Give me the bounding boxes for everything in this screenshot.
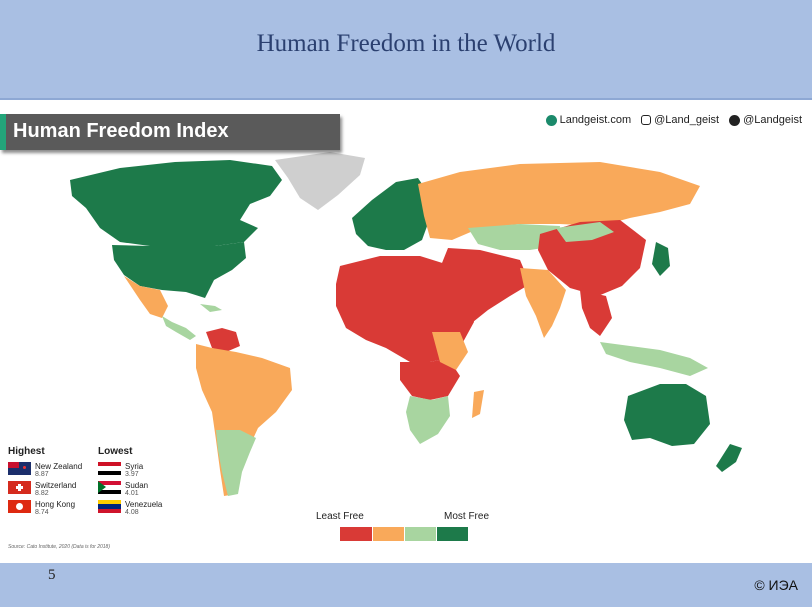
country-name: New Zealand — [35, 462, 83, 471]
south-america-south-region — [216, 430, 256, 496]
southeast-asia-region — [580, 290, 612, 336]
world-map — [70, 152, 742, 496]
list-item: New Zealand 8.87 — [8, 462, 82, 481]
venezuela-region — [206, 328, 240, 352]
legend-swatch-high — [405, 527, 436, 541]
north-america-north — [70, 160, 282, 246]
legend-swatch-most-free — [437, 527, 468, 541]
japan-region — [652, 242, 670, 276]
australia-region — [624, 384, 710, 446]
indonesia-region — [600, 342, 708, 376]
africa-south-region — [406, 396, 450, 444]
africa-east-region — [432, 332, 468, 370]
sudan-flag-icon — [98, 481, 121, 494]
madagascar-region — [472, 390, 484, 418]
mexico-region — [124, 276, 168, 318]
africa-central-region — [400, 358, 460, 400]
india-region — [520, 268, 566, 338]
page-number: 5 — [48, 567, 56, 583]
slide-title: Human Freedom in the World — [256, 30, 556, 57]
country-score: 8.74 — [35, 509, 49, 516]
source-note: Source: Cato Institute, 2020 (Data is fo… — [8, 544, 110, 550]
country-name: Syria — [125, 462, 144, 471]
banner-accent-strip — [0, 114, 6, 150]
country-score: 3.97 — [125, 471, 139, 478]
map-title-banner: Human Freedom Index — [0, 114, 340, 150]
legend-low-label: Least Free — [316, 511, 364, 522]
country-name: Switzerland — [35, 481, 77, 490]
south-america-region — [196, 344, 292, 496]
website-label: Landgeist.com — [559, 114, 632, 126]
lowest-heading: Lowest — [98, 446, 133, 457]
legend-high-label: Most Free — [444, 511, 490, 522]
twitter-link[interactable]: @Landgeist — [729, 114, 802, 126]
list-item: Hong Kong 8.74 — [8, 500, 82, 519]
central-america-region — [162, 316, 196, 340]
instagram-label: @Land_geist — [654, 114, 720, 126]
country-score: 4.08 — [125, 509, 139, 516]
country-score: 8.87 — [35, 471, 49, 478]
venezuela-flag-icon — [98, 500, 121, 513]
greenland-region — [275, 152, 365, 210]
lowest-list: Lowest Syria 3.97 Sudan 4.01 Venezuela 4.08 — [98, 446, 162, 519]
country-name: Hong Kong — [35, 500, 76, 509]
slide-header: Human Freedom in the World — [0, 0, 812, 100]
highest-list: Highest New Zealand 8.87 Switzerland 8.82 … — [8, 446, 82, 519]
russia-region — [418, 162, 700, 240]
new-zealand-region — [716, 444, 742, 472]
website-link[interactable]: Landgeist.com — [545, 114, 632, 126]
switzerland-flag-icon — [8, 481, 31, 494]
copyright-text: © ИЭА — [754, 577, 798, 593]
legend-swatch-low — [373, 527, 404, 541]
country-name: Venezuela — [125, 500, 163, 509]
social-links: Landgeist.com @Land_geist @Landgeist — [545, 114, 802, 126]
list-item: Sudan 4.01 — [98, 481, 162, 500]
country-score: 4.01 — [125, 490, 139, 497]
twitter-label: @Landgeist — [743, 114, 802, 126]
mongolia-region — [556, 222, 614, 242]
globe-icon — [545, 114, 557, 126]
list-item: Switzerland 8.82 — [8, 481, 82, 500]
new-zealand-flag-icon — [8, 462, 31, 475]
list-item: Syria 3.97 — [98, 462, 162, 481]
map-panel: Human Freedom Index Landgeist.com @Land_… — [0, 100, 812, 563]
instagram-icon — [641, 115, 652, 125]
syria-flag-icon — [98, 462, 121, 475]
instagram-link[interactable]: @Land_geist — [641, 114, 719, 126]
highest-heading: Highest — [8, 446, 45, 457]
usa-region — [112, 242, 246, 298]
country-score: 8.82 — [35, 490, 49, 497]
legend-swatch-least-free — [340, 527, 372, 541]
hong-kong-flag-icon — [8, 500, 31, 513]
europe-region — [352, 178, 430, 250]
map-title: Human Freedom Index — [13, 120, 229, 142]
slide-footer: 5 © ИЭА — [0, 563, 812, 607]
list-item: Venezuela 4.08 — [98, 500, 162, 519]
central-asia-region — [468, 224, 560, 250]
twitter-icon — [729, 114, 741, 126]
country-name: Sudan — [125, 481, 149, 490]
caribbean-region — [200, 304, 222, 312]
